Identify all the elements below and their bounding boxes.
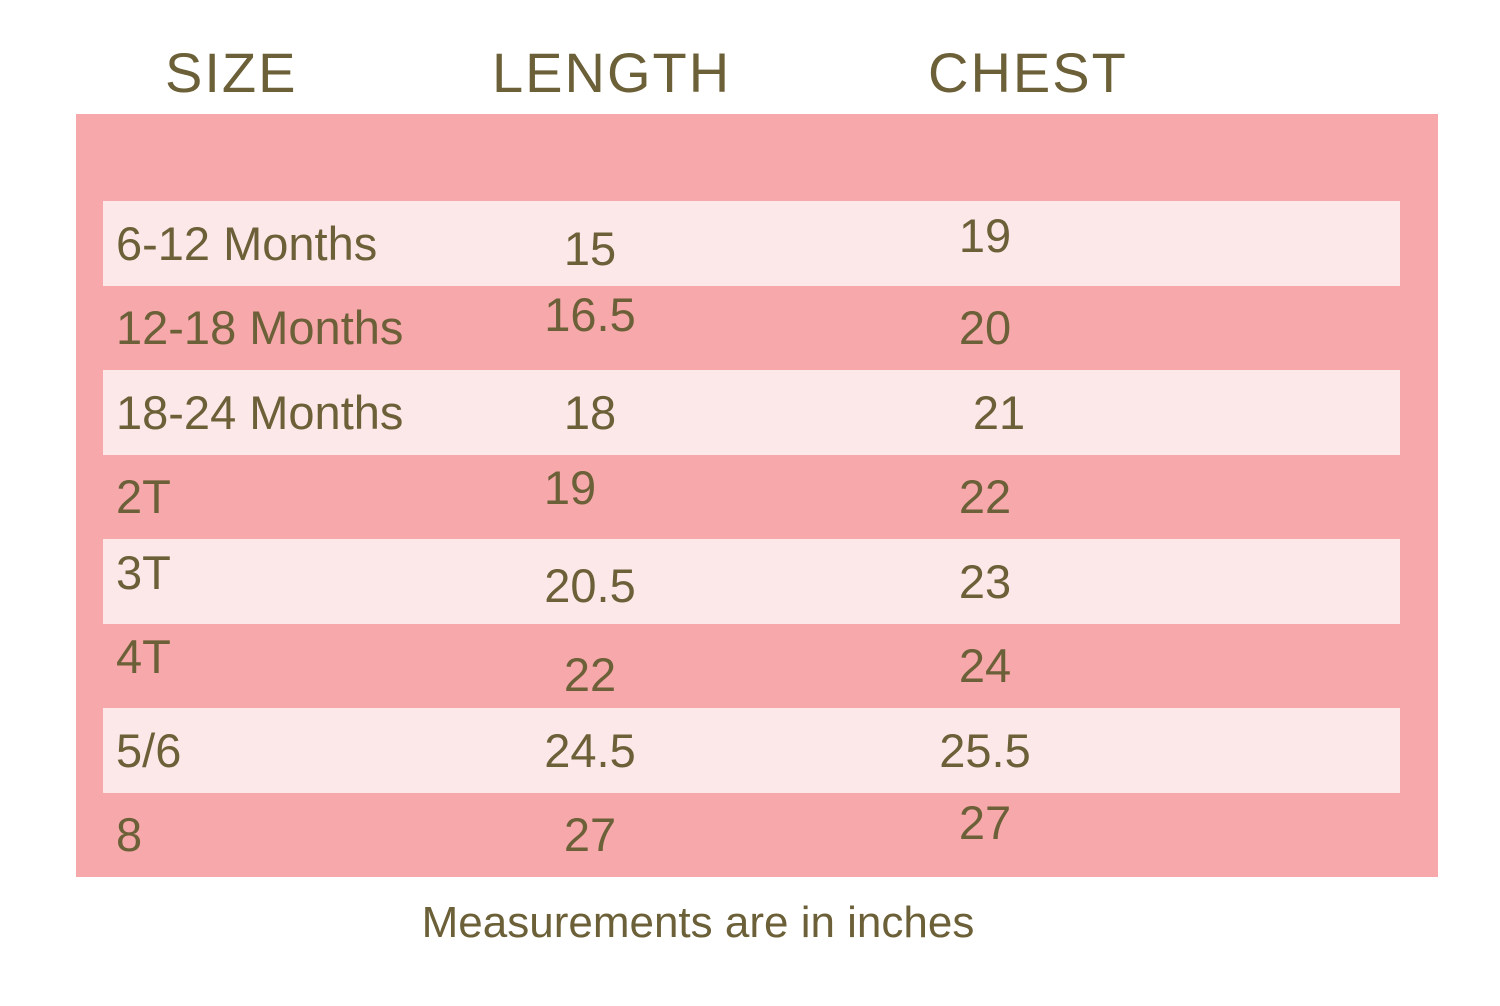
chest-cell: 24 — [958, 639, 1012, 693]
table-row: 3T 20.5 23 — [76, 539, 1438, 624]
length-cell: 20.5 — [544, 558, 636, 612]
table-row: 6-12 Months 15 19 — [76, 201, 1438, 286]
column-header-length: LENGTH — [492, 41, 732, 104]
length-cell: 22 — [563, 648, 617, 702]
size-cell: 6-12 Months — [116, 216, 378, 270]
length-cell: 24.5 — [544, 723, 636, 777]
measurement-note: Measurements are in inches — [421, 898, 975, 947]
chest-cell: 23 — [958, 554, 1012, 608]
column-header-size: SIZE — [165, 41, 298, 104]
size-chart-panel: 6-12 Months 15 19 12-18 Months 16.5 20 1… — [76, 114, 1438, 877]
length-cell: 18 — [563, 385, 617, 439]
table-row: 8 27 27 — [76, 793, 1438, 878]
table-row: 2T 19 22 — [76, 455, 1438, 540]
size-cell: 5/6 — [116, 723, 182, 777]
table-row: 12-18 Months 16.5 20 — [76, 286, 1438, 371]
table-row: 5/6 24.5 25.5 — [76, 708, 1438, 793]
chest-cell: 25.5 — [939, 723, 1031, 777]
size-cell: 4T — [116, 630, 171, 684]
table-row: 18-24 Months 18 21 — [76, 370, 1438, 455]
size-cell: 12-18 Months — [116, 301, 404, 355]
chest-cell: 27 — [958, 796, 1012, 850]
table-row: 4T 22 24 — [76, 624, 1438, 709]
length-cell: 19 — [543, 461, 597, 515]
chest-cell: 19 — [958, 208, 1012, 262]
size-cell: 3T — [116, 545, 171, 599]
length-cell: 16.5 — [544, 288, 636, 342]
size-cell: 8 — [116, 808, 143, 862]
length-cell: 15 — [563, 221, 617, 275]
size-cell: 2T — [116, 470, 171, 524]
size-chart-rows: 6-12 Months 15 19 12-18 Months 16.5 20 1… — [76, 201, 1438, 877]
size-cell: 18-24 Months — [116, 385, 404, 439]
length-cell: 27 — [563, 808, 617, 862]
chest-cell: 20 — [958, 301, 1012, 355]
chest-cell: 21 — [972, 385, 1026, 439]
chest-cell: 22 — [958, 470, 1012, 524]
column-header-chest: CHEST — [928, 41, 1128, 104]
